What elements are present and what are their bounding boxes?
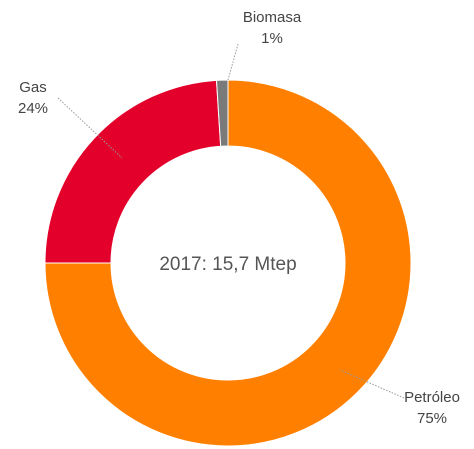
slice-label: Biomasa <box>243 9 302 26</box>
slice-value-label: 1% <box>261 30 283 47</box>
donut-slice <box>215 79 229 147</box>
slice-value-label: 24% <box>18 100 48 117</box>
center-label: 2017: 15,7 Mtep <box>159 254 296 275</box>
slice-value-label: 75% <box>417 410 447 427</box>
slice-label: Gas <box>19 79 47 96</box>
leader-line <box>339 369 405 399</box>
leader-line <box>57 97 123 159</box>
donut-slice <box>44 79 412 447</box>
leader-line <box>227 43 239 81</box>
donut-slice <box>44 79 222 264</box>
slice-label: Petróleo <box>404 389 460 406</box>
